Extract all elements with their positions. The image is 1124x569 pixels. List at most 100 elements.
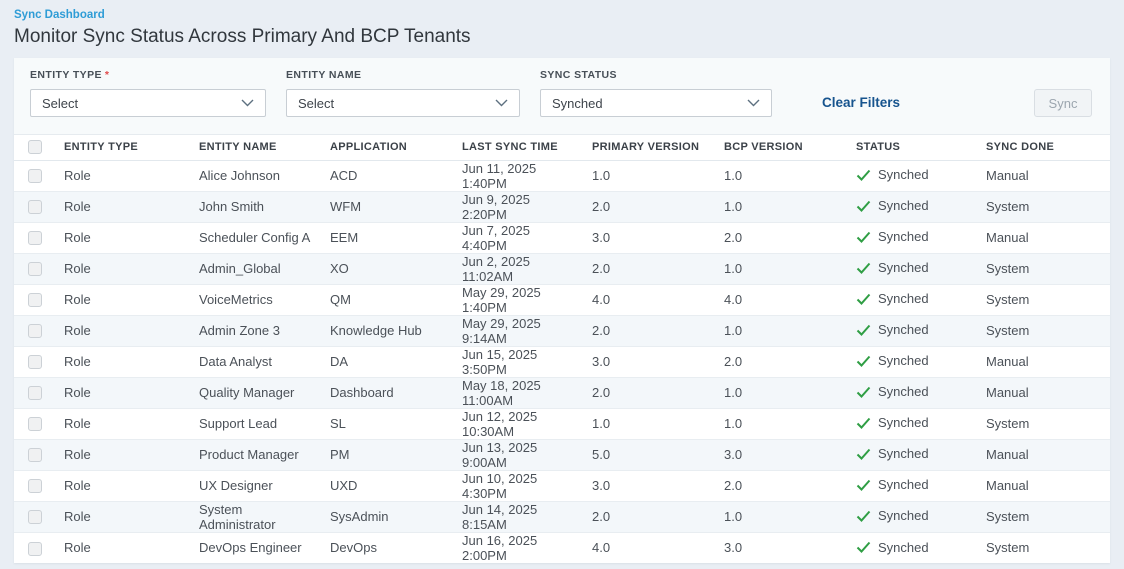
cell-entity-type: Role [50, 376, 185, 408]
cell-entity-name: DevOps Engineer [185, 531, 316, 563]
cell-application: PM [316, 438, 448, 470]
cell-entity-name: Product Manager [185, 438, 316, 470]
cell-status: Synched [842, 221, 972, 253]
cell-entity-name: UX Designer [185, 469, 316, 501]
cell-primary-version: 1.0 [592, 168, 611, 183]
row-checkbox[interactable] [28, 262, 42, 277]
breadcrumb[interactable]: Sync Dashboard [14, 9, 105, 21]
status-text: Synched [878, 446, 929, 462]
cell-entity-type: Role [50, 252, 185, 284]
cell-primary-version: 4.0 [578, 531, 710, 563]
entity-name-label: ENTITY NAME [286, 69, 362, 81]
entity-type-select-value: Select [42, 95, 79, 111]
table-row: Role Product Manager PM Jun 13, 2025 9:0… [14, 438, 1110, 470]
select-all-checkbox[interactable] [28, 140, 42, 155]
cell-status: Synched [842, 438, 972, 470]
cell-checkbox [14, 221, 50, 253]
cell-last-sync-time: Jun 9, 2025 2:20PM [448, 190, 578, 222]
table-row: Role Scheduler Config A EEM Jun 7, 2025 … [14, 221, 1110, 253]
cell-status: Synched [842, 283, 972, 315]
cell-checkbox [14, 407, 50, 439]
status-badge: Synched [856, 167, 929, 182]
cell-entity-type: Role [50, 314, 185, 346]
cell-status: Synched [842, 376, 972, 408]
check-icon [856, 169, 871, 181]
cell-primary-version: 1.0 [578, 407, 710, 439]
status-text: Synched [878, 415, 929, 431]
cell-last-sync-time: May 29, 2025 9:14AM [448, 314, 578, 346]
cell-sync-done: Manual [972, 376, 1110, 408]
row-checkbox[interactable] [28, 479, 42, 494]
sync-status-select-value: Synched [552, 95, 603, 111]
status-badge: Synched [856, 477, 929, 492]
cell-primary-version: 2.0 [578, 252, 710, 284]
sync-button[interactable]: Sync [1034, 89, 1092, 117]
entity-type-label: ENTITY TYPE * [30, 69, 266, 82]
entity-type-select[interactable]: Select [30, 89, 266, 117]
row-checkbox[interactable] [28, 231, 42, 246]
status-badge: Synched [856, 384, 929, 399]
entity-name-select[interactable]: Select [286, 89, 520, 117]
cell-application: SL [316, 407, 448, 439]
table-row: Role John Smith WFM Jun 9, 2025 2:20PM 2… [14, 190, 1110, 222]
clear-filters-link[interactable]: Clear Filters [822, 95, 901, 110]
cell-last-sync-time: Jun 11, 2025 1:40PM [462, 160, 537, 191]
cell-last-sync-time: Jun 16, 2025 2:00PM [448, 531, 578, 563]
row-checkbox[interactable] [28, 355, 42, 370]
cell-application: DA [316, 345, 448, 377]
cell-last-sync-time: May 29, 2025 1:40PM [448, 283, 578, 315]
row-checkbox[interactable] [28, 541, 42, 556]
chevron-down-icon [241, 99, 254, 107]
status-badge: Synched [856, 415, 929, 430]
row-checkbox[interactable] [28, 324, 42, 339]
row-checkbox[interactable] [28, 293, 42, 308]
cell-bcp-version: 1.0 [724, 168, 743, 183]
cell-application: EEM [316, 221, 448, 253]
entity-type-label-text: ENTITY TYPE [30, 69, 102, 81]
cell-last-sync-time: Jun 14, 2025 8:15AM [448, 500, 578, 532]
cell-entity-name: Support Lead [185, 407, 316, 439]
cell-status: Synched [842, 500, 972, 532]
sync-status-select[interactable]: Synched [540, 89, 772, 117]
cell-entity-type: Role [50, 283, 185, 315]
cell-sync-done: Manual [972, 438, 1110, 470]
cell-checkbox [14, 376, 50, 408]
row-checkbox[interactable] [28, 200, 42, 215]
cell-primary-version: 2.0 [578, 500, 710, 532]
cell-bcp-version: 2.0 [710, 221, 842, 253]
cell-application: UXD [316, 469, 448, 501]
cell-application: Knowledge Hub [316, 314, 448, 346]
status-text: Synched [878, 291, 929, 307]
table-row: Role Data Analyst DA Jun 15, 2025 3:50PM… [14, 345, 1110, 377]
check-icon [856, 479, 871, 491]
chevron-down-icon [747, 99, 760, 107]
row-checkbox[interactable] [28, 448, 42, 463]
row-checkbox[interactable] [28, 169, 42, 184]
cell-entity-name: Scheduler Config A [185, 221, 316, 253]
col-last-sync-time: LAST SYNC TIME [448, 135, 578, 161]
table-row: Role Support Lead SL Jun 12, 2025 10:30A… [14, 407, 1110, 439]
status-text: Synched [878, 167, 929, 183]
row-checkbox[interactable] [28, 417, 42, 432]
status-text: Synched [878, 477, 929, 493]
cell-entity-name: John Smith [185, 190, 316, 222]
cell-sync-done: Manual [986, 168, 1029, 183]
row-checkbox[interactable] [28, 510, 42, 525]
cell-application: DevOps [316, 531, 448, 563]
header-checkbox-cell [14, 135, 50, 161]
cell-entity-type: Role [50, 190, 185, 222]
cell-status: Synched [842, 314, 972, 346]
cell-last-sync-time: Jun 12, 2025 10:30AM [448, 407, 578, 439]
cell-application: WFM [316, 190, 448, 222]
required-asterisk: * [104, 69, 110, 81]
filter-entity-type: ENTITY TYPE * Select [30, 69, 266, 117]
status-text: Synched [878, 539, 929, 555]
cell-sync-done: Manual [972, 345, 1110, 377]
status-text: Synched [878, 508, 929, 524]
row-checkbox[interactable] [28, 386, 42, 401]
cell-entity-type: Role [50, 221, 185, 253]
cell-bcp-version: 1.0 [710, 500, 842, 532]
check-icon [856, 293, 871, 305]
col-entity-name: ENTITY NAME [185, 135, 316, 161]
cell-bcp-version: 1.0 [710, 252, 842, 284]
